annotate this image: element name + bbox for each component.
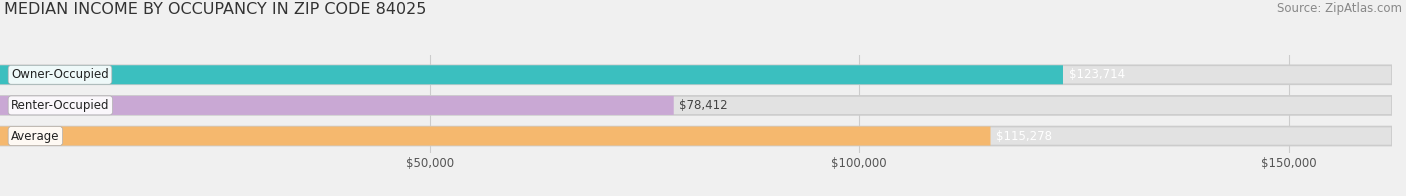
Text: Source: ZipAtlas.com: Source: ZipAtlas.com xyxy=(1277,2,1402,15)
Text: MEDIAN INCOME BY OCCUPANCY IN ZIP CODE 84025: MEDIAN INCOME BY OCCUPANCY IN ZIP CODE 8… xyxy=(4,2,426,17)
FancyBboxPatch shape xyxy=(0,127,1392,145)
Text: $78,412: $78,412 xyxy=(679,99,728,112)
FancyBboxPatch shape xyxy=(0,127,990,145)
FancyBboxPatch shape xyxy=(0,65,1392,84)
Text: Renter-Occupied: Renter-Occupied xyxy=(11,99,110,112)
Text: Average: Average xyxy=(11,130,59,142)
FancyBboxPatch shape xyxy=(0,96,1392,115)
FancyBboxPatch shape xyxy=(0,96,673,115)
Text: $123,714: $123,714 xyxy=(1069,68,1125,81)
Text: Owner-Occupied: Owner-Occupied xyxy=(11,68,108,81)
Text: $115,278: $115,278 xyxy=(995,130,1052,142)
FancyBboxPatch shape xyxy=(0,65,1063,84)
